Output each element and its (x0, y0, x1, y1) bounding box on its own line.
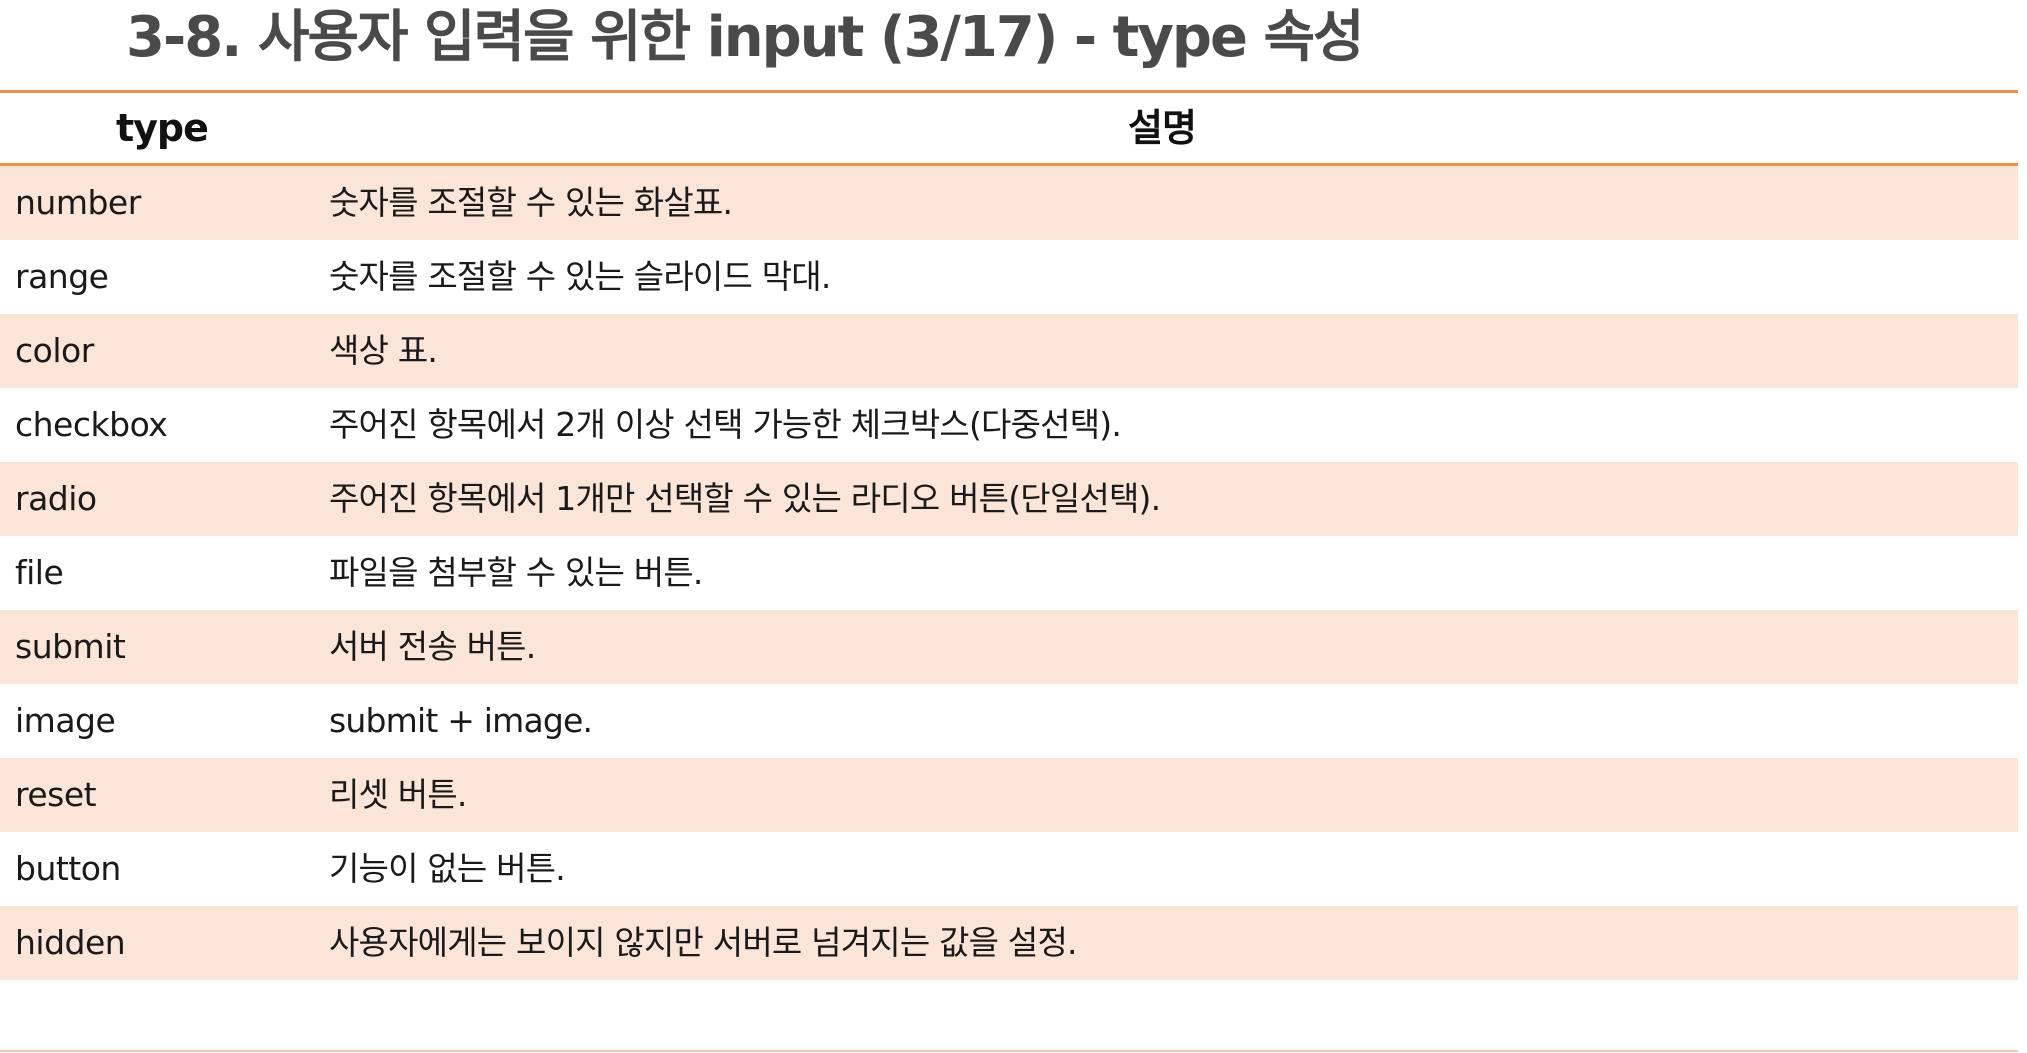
cell-description: 색상 표. (329, 331, 438, 370)
table-header-row: type 설명 (0, 93, 2018, 166)
cell-type: button (15, 849, 121, 888)
table-row: button 기능이 없는 버튼. (0, 832, 2018, 906)
cell-description: 파일을 첨부할 수 있는 버튼. (329, 553, 703, 592)
table-row: reset 리셋 버튼. (0, 758, 2018, 832)
cell-description: submit + image. (329, 701, 593, 740)
table-row: file 파일을 첨부할 수 있는 버튼. (0, 536, 2018, 610)
cell-type: radio (15, 479, 97, 518)
cell-type: color (15, 331, 94, 370)
cell-type: submit (15, 627, 126, 666)
cell-type: reset (15, 775, 97, 814)
cell-type: image (15, 701, 116, 740)
cell-type: number (15, 183, 141, 222)
table-row: submit 서버 전송 버튼. (0, 610, 2018, 684)
table-row: image submit + image. (0, 684, 2018, 758)
cell-description: 숫자를 조절할 수 있는 화살표. (329, 183, 733, 222)
table-bottom-rule (0, 1050, 2018, 1052)
cell-type: checkbox (15, 405, 168, 444)
table-row: number 숫자를 조절할 수 있는 화살표. (0, 166, 2018, 240)
cell-description: 사용자에게는 보이지 않지만 서버로 넘겨지는 값을 설정. (329, 923, 1078, 962)
cell-type: file (15, 553, 64, 592)
table-row: radio 주어진 항목에서 1개만 선택할 수 있는 라디오 버튼(단일선택)… (0, 462, 2018, 536)
header-description: 설명 (1128, 106, 1197, 150)
cell-description: 주어진 항목에서 2개 이상 선택 가능한 체크박스(다중선택). (329, 405, 1122, 444)
cell-type: range (15, 257, 109, 296)
cell-description: 주어진 항목에서 1개만 선택할 수 있는 라디오 버튼(단일선택). (329, 479, 1161, 518)
table-row: checkbox 주어진 항목에서 2개 이상 선택 가능한 체크박스(다중선택… (0, 388, 2018, 462)
cell-type: hidden (15, 923, 126, 962)
cell-description: 리셋 버튼. (329, 775, 467, 814)
table-row: hidden 사용자에게는 보이지 않지만 서버로 넘겨지는 값을 설정. (0, 906, 2018, 980)
table-row: color 색상 표. (0, 314, 2018, 388)
cell-description: 기능이 없는 버튼. (329, 849, 566, 888)
input-type-table: type 설명 number 숫자를 조절할 수 있는 화살표. range 숫… (0, 90, 2018, 980)
header-type: type (116, 106, 209, 150)
slide-title: 3-8. 사용자 입력을 위한 input (3/17) - type 속성 (126, 5, 1365, 70)
cell-description: 서버 전송 버튼. (329, 627, 536, 666)
cell-description: 숫자를 조절할 수 있는 슬라이드 막대. (329, 257, 831, 296)
table-top-rule (0, 90, 2018, 93)
table-row: range 숫자를 조절할 수 있는 슬라이드 막대. (0, 240, 2018, 314)
